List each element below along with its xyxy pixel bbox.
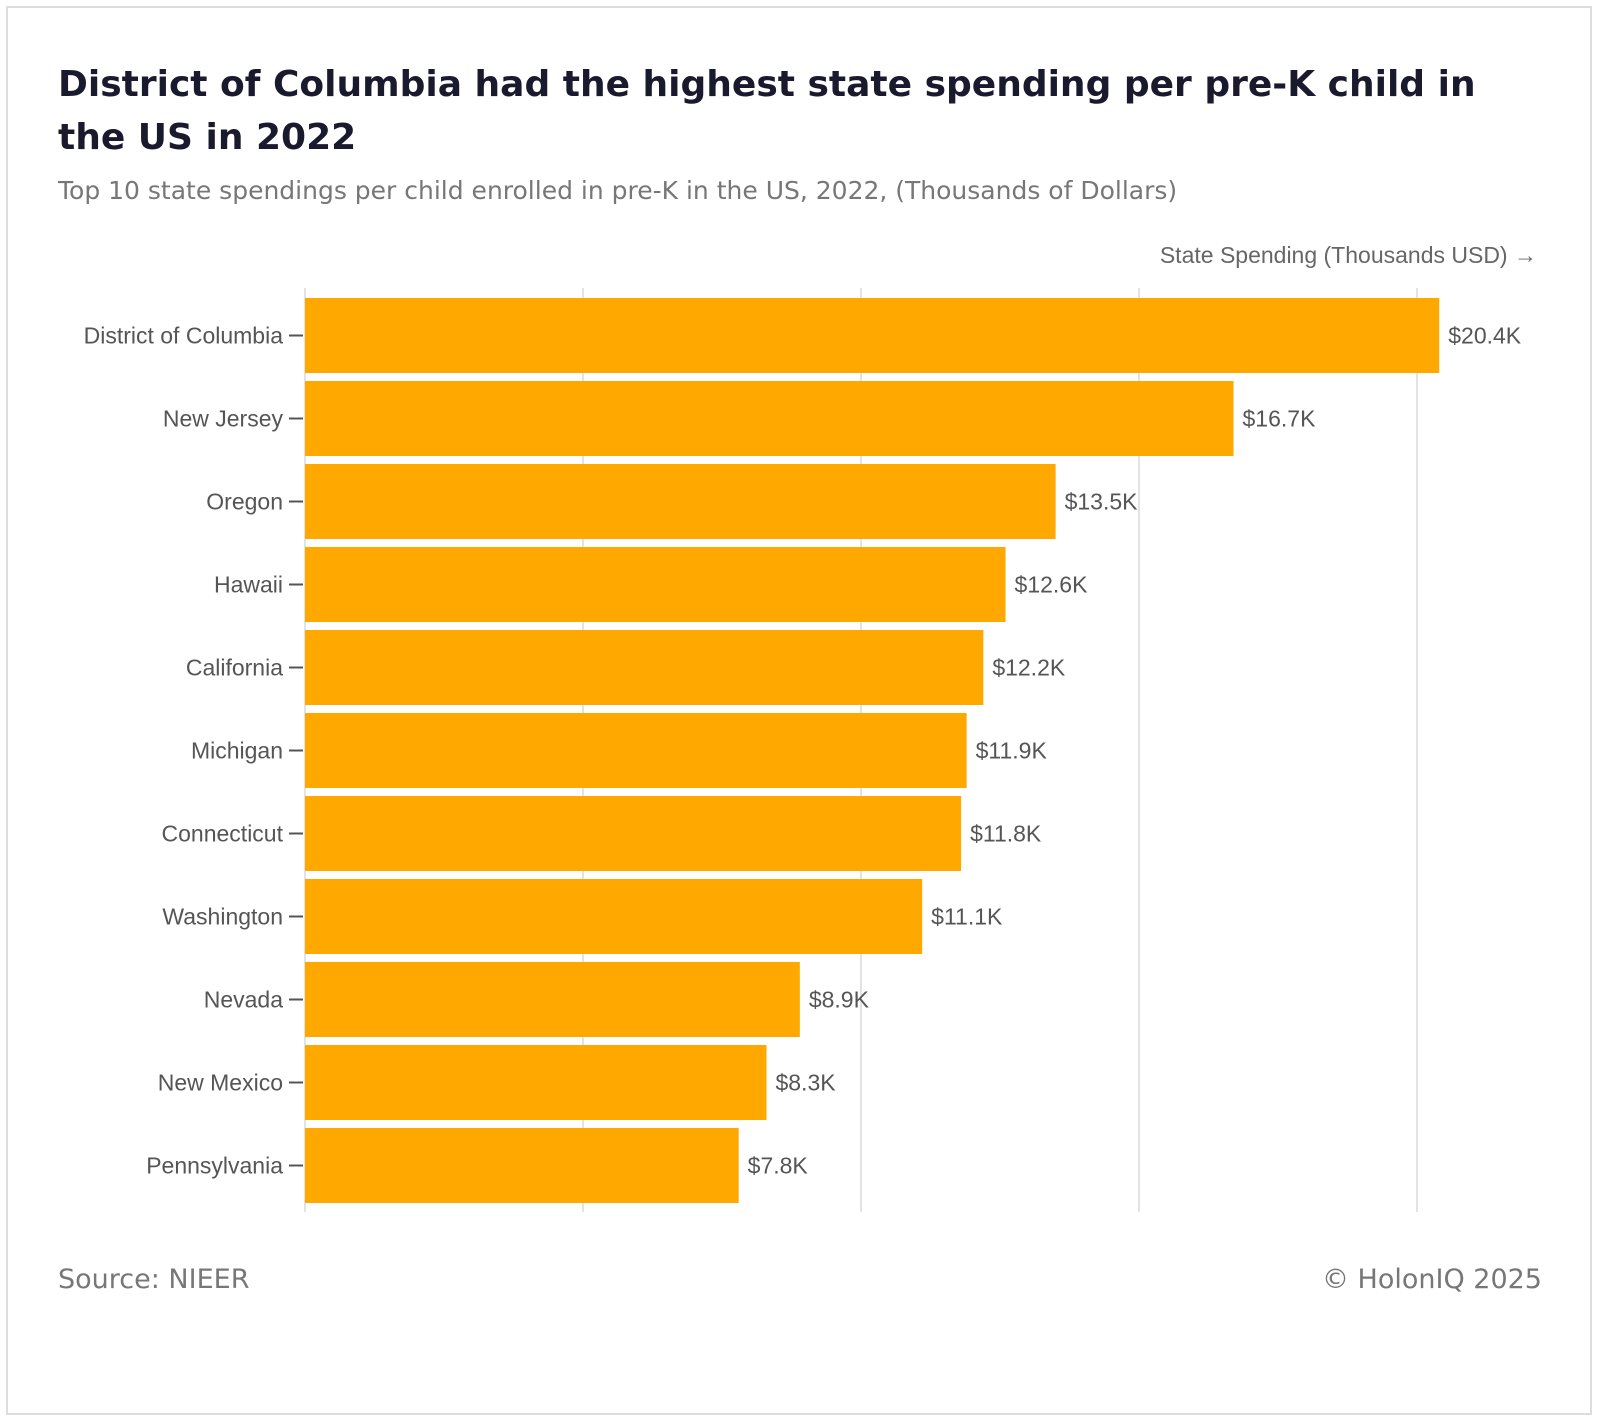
chart-card [6,6,1592,1415]
y-tick-label: California [186,655,283,681]
bars [305,298,1440,1203]
data-label: $20.4K [1448,323,1522,349]
data-label: $13.5K [1065,489,1139,515]
data-label: $7.8K [748,1153,809,1179]
data-label: $8.9K [809,987,870,1013]
y-tick-label: Oregon [206,489,283,515]
bar-nevada[interactable] [305,962,800,1037]
bar-michigan[interactable] [305,713,967,788]
bar-oregon[interactable] [305,464,1056,539]
source-note: Source: NIEER [58,1264,250,1295]
y-tick-label: New Mexico [158,1070,283,1096]
labels: District of Columbia $20.4K New Jersey $16.… [84,323,1522,1179]
y-tick-label: Nevada [204,987,283,1013]
data-label: $12.6K [1015,572,1089,598]
y-tick-label: Washington [162,904,283,930]
bar-hawaii[interactable] [305,547,1006,622]
y-tick-label: Connecticut [162,821,284,847]
data-label: $11.8K [970,821,1042,847]
bar-washington[interactable] [305,879,923,954]
y-tick-label: Michigan [191,738,283,764]
bar-new-jersey[interactable] [305,381,1234,456]
data-label: $8.3K [775,1070,836,1096]
data-label: $12.2K [992,655,1066,681]
y-tick-label: Hawaii [214,572,283,598]
bar-connecticut[interactable] [305,796,962,871]
x-axis-label: State Spending (Thousands USD) → [1160,242,1537,268]
bar-district-of-columbia[interactable] [305,298,1440,373]
bar-new-mexico[interactable] [305,1045,767,1120]
chart-title: District of Columbia had the highest sta… [58,64,1476,158]
data-label: $11.9K [976,738,1048,764]
data-label: $11.1K [931,904,1003,930]
data-label: $16.7K [1243,406,1317,432]
bar-pennsylvania[interactable] [305,1128,739,1203]
y-tick-label: Pennsylvania [146,1153,283,1179]
copyright-note: © HolonIQ 2025 [1321,1264,1542,1295]
bar-california[interactable] [305,630,984,705]
y-tick-label: District of Columbia [84,323,284,349]
chart-subtitle: Top 10 state spendings per child enrolle… [58,176,1178,205]
y-tick-label: New Jersey [163,406,284,432]
